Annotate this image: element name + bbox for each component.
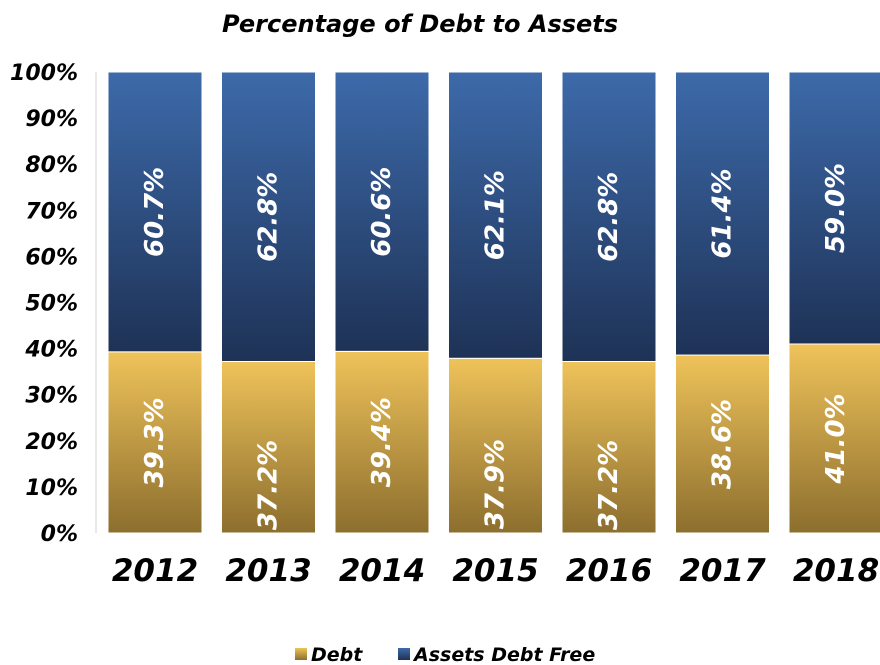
data-label-debt-2016: 37.2% (594, 440, 624, 530)
data-label-debt-2013: 37.2% (254, 440, 284, 530)
bar-assets-debt-free-2018 (788, 71, 880, 345)
data-label-assets-debt-free-2018: 59.0% (821, 163, 851, 253)
y-axis-ticks: 0% 10% 20% 30% 40% 50% 60% 70% 80% 90% 100% (10, 61, 78, 547)
data-label-debt-2017: 38.6% (708, 399, 738, 489)
chart-title: Percentage of Debt to Assets (222, 10, 618, 38)
y-tick-label: 10% (25, 476, 78, 501)
legend-swatch-debt (295, 648, 307, 660)
x-tick-label-2013: 2013 (225, 553, 311, 589)
bar-assets-debt-free-2014 (334, 71, 430, 352)
bar-debt-2015 (448, 357, 543, 534)
x-tick-label-2017: 2017 (679, 553, 766, 589)
bar-debt-2017 (675, 354, 770, 534)
y-tick-label: 30% (25, 384, 78, 409)
y-tick-label: 0% (41, 522, 78, 547)
x-tick-label-2015: 2015 (452, 553, 538, 589)
y-tick-label: 70% (25, 199, 78, 224)
data-label-debt-2012: 39.3% (140, 397, 170, 487)
legend-label-assets-debt-free: Assets Debt Free (412, 644, 595, 665)
y-tick-label: 50% (25, 292, 78, 317)
bar-debt-2016 (561, 361, 657, 534)
x-axis-ticks: 2012 2013 2014 2015 2016 2017 2018 (112, 553, 879, 589)
x-tick-label-2018: 2018 (793, 553, 879, 589)
data-label-debt-2014: 39.4% (367, 397, 397, 487)
y-tick-label: 20% (25, 430, 78, 455)
legend: Debt Assets Debt Free (295, 644, 595, 665)
data-label-assets-debt-free-2017: 61.4% (708, 168, 738, 258)
bar-debt-2012 (107, 351, 203, 534)
x-tick-label-2012: 2012 (112, 553, 198, 589)
data-labels: 39.3% 60.7% 37.2% 62.8% 39.4% 60.6% 37.9% 62.1%… (140, 163, 851, 530)
data-label-debt-2018: 41.0% (821, 393, 851, 484)
data-label-assets-debt-free-2013: 62.8% (254, 172, 284, 262)
data-label-assets-debt-free-2012: 60.7% (140, 167, 170, 257)
y-tick-label: 90% (25, 107, 78, 132)
data-label-assets-debt-free-2016: 62.8% (594, 172, 624, 262)
bar-assets-debt-free-2016 (561, 71, 657, 363)
bar-debt-2018 (788, 343, 880, 534)
bar-assets-debt-free-2013 (221, 71, 316, 363)
data-label-assets-debt-free-2014: 60.6% (367, 167, 397, 257)
x-tick-label-2016: 2016 (566, 553, 652, 589)
x-tick-label-2014: 2014 (339, 553, 425, 589)
bars (107, 71, 880, 534)
bar-debt-2013 (221, 361, 316, 534)
legend-label-debt: Debt (311, 644, 363, 665)
bar-assets-debt-free-2015 (448, 71, 543, 359)
y-tick-label: 80% (25, 153, 78, 178)
legend-swatch-assets-debt-free (398, 648, 410, 660)
y-tick-label: 60% (25, 245, 78, 270)
y-tick-label: 100% (10, 61, 78, 86)
bar-assets-debt-free-2012 (107, 71, 203, 353)
data-label-assets-debt-free-2015: 62.1% (481, 170, 511, 260)
bar-assets-debt-free-2017 (675, 71, 770, 356)
data-label-debt-2015: 37.9% (481, 439, 511, 529)
y-tick-label: 40% (24, 338, 78, 363)
bar-debt-2014 (334, 350, 430, 534)
